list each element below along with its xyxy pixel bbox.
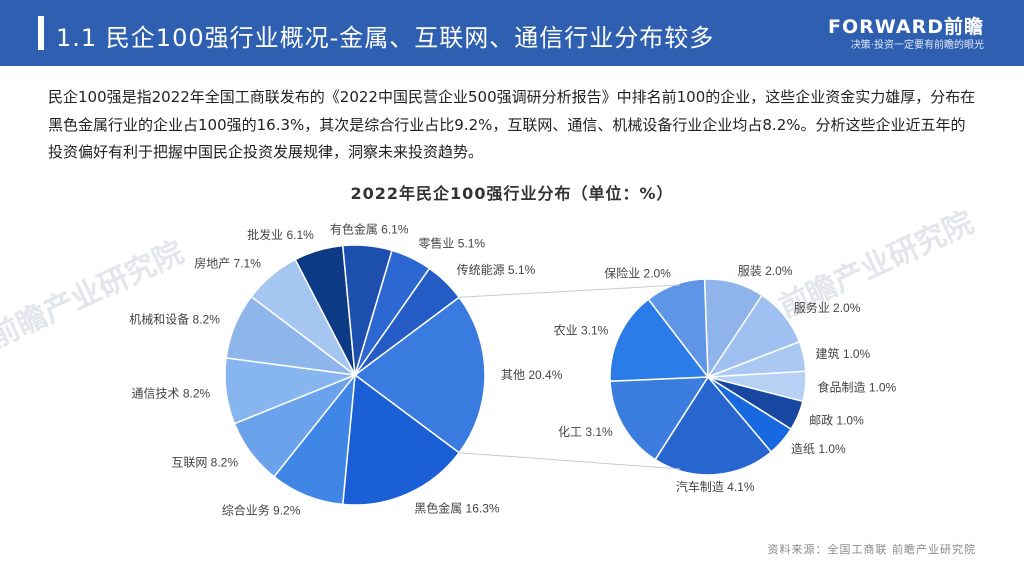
main-pie-slice <box>341 373 461 506</box>
brand-slogan: 决策·投资一定要有前瞻的眼光 <box>850 40 984 51</box>
main-slice-label: 有色金属 6.1% <box>330 222 409 237</box>
main-slice-label: 零售业 5.1% <box>418 236 485 251</box>
connector-line <box>459 452 681 470</box>
brand-logo: FORWARD前瞻 决策·投资一定要有前瞻的眼光 <box>824 12 984 52</box>
secondary-slice-label: 保险业 2.0% <box>604 266 671 281</box>
main-slice-label: 综合业务 9.2% <box>222 502 301 517</box>
main-pie-slice <box>353 296 486 454</box>
main-slice-label: 黑色金属 16.3% <box>414 500 500 515</box>
main-slice-label: 互联网 8.2% <box>171 455 238 469</box>
source-note: 资料来源：全国工商联 前瞻产业研究院 <box>767 543 976 556</box>
brand-name: FORWARD前瞻 <box>828 16 984 38</box>
secondary-slice-label: 汽车制造 4.1% <box>676 479 755 494</box>
secondary-slice-label: 化工 3.1% <box>558 425 613 439</box>
secondary-slice-label: 邮政 1.0% <box>809 414 864 428</box>
secondary-pie-slice <box>609 376 710 461</box>
title-accent <box>38 16 44 50</box>
secondary-slice-label: 服务业 2.0% <box>794 300 861 315</box>
secondary-slice-label: 食品制造 1.0% <box>818 380 897 395</box>
page-title: 1.1 民企100强行业概况-金属、互联网、通信行业分布较多 <box>56 24 715 52</box>
connector-line <box>459 284 681 298</box>
header-bar: 1.1 民企100强行业概况-金属、互联网、通信行业分布较多 FORWARD前瞻… <box>0 0 1024 66</box>
main-slice-label: 房地产 7.1% <box>194 255 261 270</box>
secondary-slice-label: 服装 2.0% <box>738 264 793 278</box>
secondary-pie-slice <box>647 278 709 380</box>
main-slice-label: 机械和设备 8.2% <box>129 312 220 327</box>
secondary-pie-slice <box>609 298 710 382</box>
secondary-pie-slice <box>654 375 773 476</box>
secondary-slice-label: 造纸 1.0% <box>791 442 846 456</box>
secondary-slice-label: 建筑 1.0% <box>816 346 871 361</box>
main-slice-label: 其他 20.4% <box>501 368 563 382</box>
chart-title: 2022年民企100强行业分布（单位：%） <box>350 184 674 203</box>
intro-paragraph: 民企100强是指2022年全国工商联发布的《2022中国民营企业500强调研分析… <box>48 88 976 161</box>
main-pie-slice <box>354 267 461 376</box>
main-slice-label: 通信技术 8.2% <box>132 386 211 400</box>
main-slice-label: 批发业 6.1% <box>247 227 314 242</box>
secondary-slice-label: 农业 3.1% <box>554 323 609 337</box>
main-slice-label: 传统能源 5.1% <box>457 262 536 277</box>
